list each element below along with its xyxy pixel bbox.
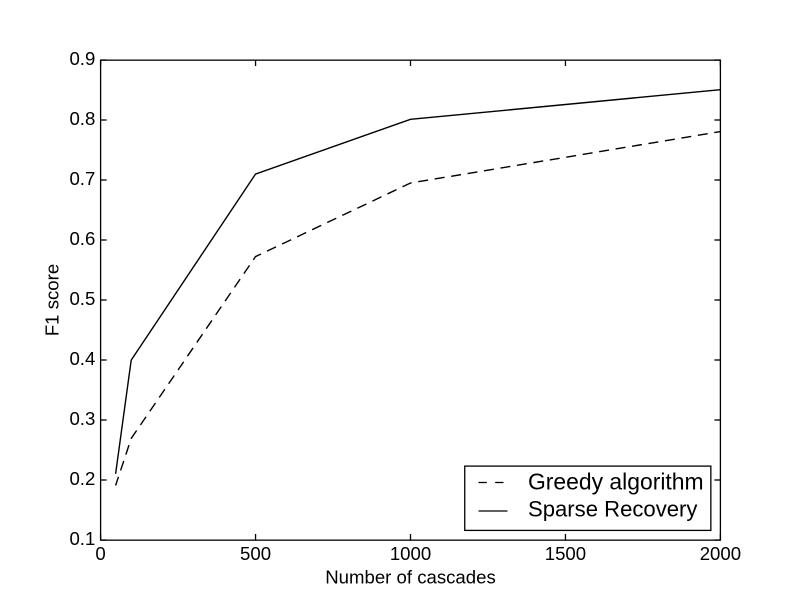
svg-text:1500: 1500 — [545, 543, 586, 564]
svg-text:0.9: 0.9 — [69, 48, 95, 69]
svg-text:0.8: 0.8 — [69, 108, 95, 129]
svg-text:2000: 2000 — [700, 543, 741, 564]
svg-text:Greedy algorithm: Greedy algorithm — [528, 468, 704, 494]
svg-text:0.7: 0.7 — [69, 168, 95, 189]
svg-text:0.3: 0.3 — [69, 408, 95, 429]
svg-text:1000: 1000 — [390, 543, 431, 564]
svg-text:0.5: 0.5 — [69, 288, 95, 309]
svg-text:0.2: 0.2 — [69, 468, 95, 489]
svg-text:0.6: 0.6 — [69, 228, 95, 249]
svg-text:0.1: 0.1 — [69, 528, 95, 549]
svg-text:0: 0 — [95, 543, 105, 564]
svg-text:0.4: 0.4 — [69, 348, 95, 369]
svg-text:Sparse Recovery: Sparse Recovery — [528, 496, 697, 521]
svg-text:F1 score: F1 score — [42, 264, 63, 336]
svg-text:500: 500 — [240, 543, 271, 564]
svg-text:Number of cascades: Number of cascades — [325, 567, 496, 588]
